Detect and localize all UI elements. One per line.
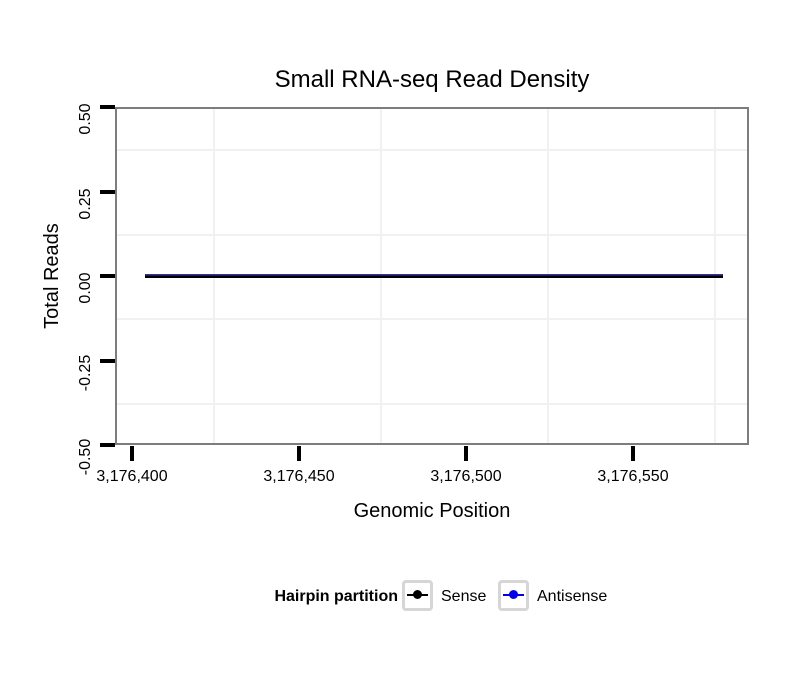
x-axis-title: Genomic Position: [353, 500, 511, 522]
y-axis-tick: [100, 274, 115, 278]
x-tick-label: 3,176,550: [597, 468, 669, 485]
y-tick-label: 0.50: [77, 103, 94, 135]
x-axis-tick: [631, 446, 635, 461]
antisense-point-swatch: [508, 590, 518, 599]
minor-gridline-horizontal: [117, 403, 747, 405]
legend-title: Hairpin partition: [274, 588, 398, 605]
plot-panel: [115, 107, 749, 445]
minor-gridline-horizontal: [117, 234, 747, 236]
y-axis-title: Total Reads: [41, 223, 63, 329]
sense-point-swatch: [412, 590, 422, 599]
y-axis-tick: [100, 105, 115, 109]
plot-title: Small RNA-seq Read Density: [274, 66, 590, 93]
y-axis-tick: [100, 190, 115, 194]
x-axis-tick: [464, 446, 468, 461]
minor-gridline-horizontal: [117, 149, 747, 151]
y-tick-label: 0.25: [77, 188, 94, 220]
legend-label-antisense: Antisense: [537, 588, 608, 605]
read-density-zero-line: [145, 274, 723, 278]
legend-label-sense: Sense: [441, 588, 487, 605]
x-tick-label: 3,176,450: [263, 468, 335, 485]
x-axis-tick: [297, 446, 301, 461]
x-tick-label: 3,176,500: [430, 468, 502, 485]
x-axis-tick: [130, 446, 134, 461]
y-tick-label: 0.00: [77, 272, 94, 304]
y-tick-label: -0.25: [77, 354, 94, 392]
y-axis-tick: [100, 443, 115, 447]
y-axis-tick: [100, 359, 115, 363]
legend-key-antisense: [498, 580, 529, 611]
x-tick-label: 3,176,400: [96, 468, 168, 485]
minor-gridline-horizontal: [117, 318, 747, 320]
legend-key-sense: [402, 580, 433, 611]
